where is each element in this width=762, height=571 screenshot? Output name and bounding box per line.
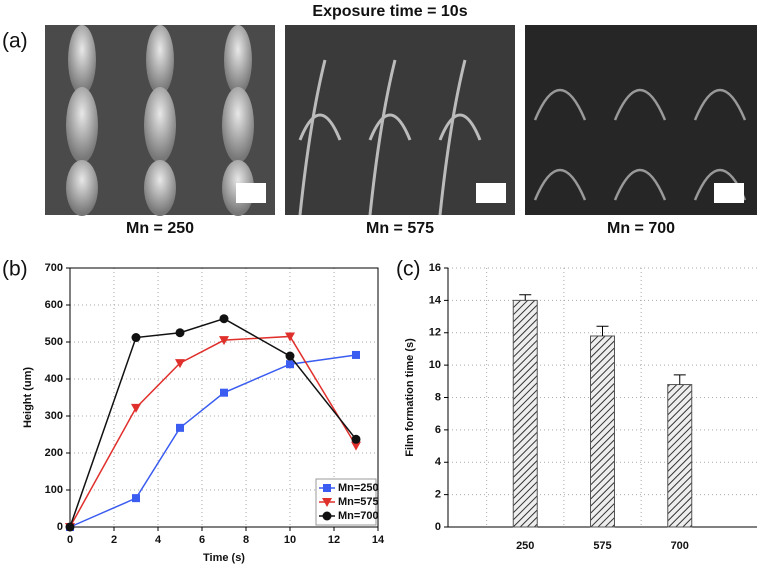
y-tick-label: 100 xyxy=(45,484,63,496)
sem-image xyxy=(285,25,515,216)
y-tick-label: 12 xyxy=(429,327,441,339)
y-tick-label: 10 xyxy=(429,359,441,371)
series-line xyxy=(69,354,357,528)
marker xyxy=(175,328,185,338)
figure-title: Exposure time = 10s xyxy=(312,3,467,20)
x-tick-label: 4 xyxy=(155,534,162,546)
y-tick-label: 300 xyxy=(45,410,63,422)
x-tick-label: 14 xyxy=(372,534,385,546)
y-tick-label: 200 xyxy=(45,447,63,459)
sem-image xyxy=(45,25,275,216)
legend-label: Mn=700 xyxy=(338,510,379,522)
y-tick-label: 8 xyxy=(435,391,441,403)
series-line xyxy=(69,317,357,528)
x-tick-label: 700 xyxy=(671,540,689,552)
marker xyxy=(351,434,361,444)
marker xyxy=(285,351,295,361)
marker xyxy=(286,360,294,369)
image-caption: Mn = 250 xyxy=(126,220,194,237)
bar xyxy=(512,299,538,528)
marker xyxy=(285,332,295,342)
x-tick-label: 8 xyxy=(243,534,249,546)
y-tick-label: 6 xyxy=(435,424,441,436)
y-tick-label: 4 xyxy=(435,456,442,468)
y-tick-label: 0 xyxy=(57,521,63,533)
plot-frame xyxy=(69,267,379,528)
y-axis-label: Height (um) xyxy=(22,367,34,428)
marker xyxy=(323,484,331,492)
panel-label: (c) xyxy=(396,258,421,281)
x-tick-label: 2 xyxy=(111,534,117,546)
marker xyxy=(175,359,185,369)
series-line xyxy=(69,335,357,528)
sem-image xyxy=(525,25,757,215)
marker xyxy=(65,522,75,532)
y-tick-label: 14 xyxy=(429,294,442,306)
x-tick-label: 6 xyxy=(199,534,205,546)
marker xyxy=(176,423,184,432)
marker xyxy=(219,314,229,324)
marker xyxy=(132,494,140,503)
y-tick-label: 2 xyxy=(435,489,441,501)
x-tick-label: 0 xyxy=(67,534,73,546)
marker xyxy=(131,403,141,413)
legend-label: Mn=575 xyxy=(338,496,379,508)
bar xyxy=(590,335,615,528)
y-tick-label: 600 xyxy=(45,299,63,311)
panel-label: (a) xyxy=(2,30,28,53)
y-tick-label: 400 xyxy=(45,373,63,385)
image-caption: Mn = 575 xyxy=(366,220,434,237)
x-tick-label: 575 xyxy=(593,540,611,552)
y-tick-label: 700 xyxy=(45,262,63,274)
marker xyxy=(351,441,361,451)
error-bar xyxy=(673,374,686,385)
x-tick-label: 250 xyxy=(516,540,534,552)
y-tick-label: 0 xyxy=(435,521,441,533)
error-bar xyxy=(596,325,609,336)
x-tick-label: 10 xyxy=(284,534,296,546)
marker xyxy=(131,333,141,343)
bar xyxy=(667,384,693,528)
panel-label: (b) xyxy=(2,258,28,281)
x-axis-label: Time (s) xyxy=(203,552,245,564)
marker xyxy=(322,498,332,507)
legend-label: Mn=250 xyxy=(338,482,379,494)
x-tick-label: 12 xyxy=(328,534,340,546)
marker xyxy=(219,336,229,346)
marker xyxy=(322,511,332,521)
y-tick-label: 500 xyxy=(45,336,63,348)
image-caption: Mn = 700 xyxy=(607,220,675,237)
marker xyxy=(220,388,228,397)
y-tick-label: 16 xyxy=(429,262,441,274)
marker xyxy=(352,350,360,359)
y-axis-label: Film formation time (s) xyxy=(404,338,416,457)
error-bar xyxy=(519,294,532,301)
